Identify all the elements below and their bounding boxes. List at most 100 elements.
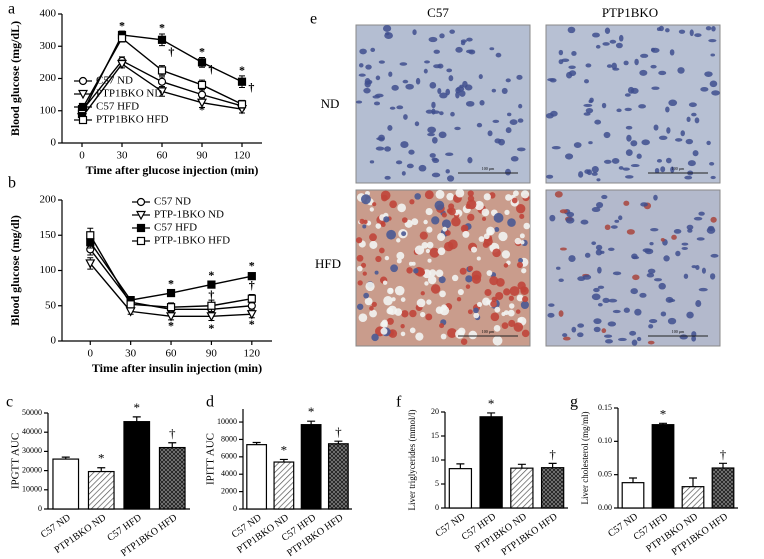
nucleus [678, 29, 686, 34]
lipid-droplet [362, 224, 367, 229]
nucleus [454, 126, 461, 131]
lipid-droplet [414, 193, 421, 200]
x-tick-label: 90 [197, 150, 209, 162]
lipid-droplet [476, 256, 481, 261]
lipid-droplet [445, 230, 451, 236]
nucleus [431, 101, 436, 109]
nucleus [648, 324, 654, 329]
lipid-droplet [363, 292, 370, 299]
nucleus [583, 103, 593, 107]
lipid-droplet [503, 310, 509, 316]
bar [87, 470, 115, 510]
bar [711, 467, 735, 509]
nucleus [629, 330, 637, 336]
lipid-droplet [355, 237, 363, 244]
nucleus [611, 157, 620, 164]
chart-panel: 0.00 0.05 0.10 0.15 Liver cholesterol (mg/ml… [570, 394, 738, 558]
nucleus [505, 78, 511, 83]
y-tick-label: 0.15 [598, 403, 612, 412]
lipid-droplet [390, 264, 398, 273]
nucleus [479, 100, 485, 106]
nucleus [433, 49, 440, 54]
lipid-droplet [520, 300, 529, 310]
nucleus [617, 337, 627, 342]
nucleus [401, 171, 406, 176]
lipid-droplet [446, 192, 454, 201]
nucleus [551, 145, 561, 150]
lipid-droplet [509, 286, 520, 296]
lipid-droplet [380, 327, 388, 335]
nucleus [685, 138, 694, 145]
lipid-droplet [505, 194, 512, 201]
nucleus [437, 88, 442, 95]
marker [246, 310, 257, 320]
lipid-droplet [427, 258, 432, 263]
lipid-droplet [516, 294, 524, 302]
error-bar [132, 416, 141, 422]
nucleus [375, 146, 385, 151]
nucleus [650, 64, 657, 69]
nucleus [584, 252, 591, 258]
significance-mark: * [660, 406, 667, 421]
nucleus [692, 150, 699, 157]
lipid-droplet [371, 301, 377, 308]
marker [207, 301, 216, 310]
lipid-droplet [382, 280, 388, 285]
nucleus [634, 308, 642, 316]
nucleus [660, 166, 666, 173]
nucleus [378, 134, 385, 142]
nucleus [433, 64, 442, 69]
nucleus [396, 105, 404, 110]
lipid-droplet [416, 298, 426, 308]
nucleus [382, 24, 392, 32]
error-bar [629, 477, 637, 483]
x-tick-label: 120 [234, 150, 251, 162]
y-tick-label: 10000 [217, 417, 237, 426]
lipid-droplet [516, 204, 526, 214]
nucleus [683, 273, 689, 279]
scale-bar-label: 100 µm [482, 166, 495, 171]
nucleus [634, 58, 639, 66]
lipid-droplet [409, 199, 415, 205]
nucleus [584, 169, 591, 174]
bar [158, 446, 186, 510]
significance-mark: * [199, 44, 205, 58]
nucleus [375, 75, 381, 81]
lipid-droplet [466, 199, 477, 210]
legend-label: C57 HFD [96, 101, 139, 113]
lipid-droplet [389, 200, 397, 209]
error-bar [689, 477, 697, 487]
nucleus [623, 307, 630, 313]
nucleus [640, 53, 649, 58]
significance-mark: * [168, 276, 174, 290]
bar [651, 424, 675, 509]
lipid-droplet [380, 190, 391, 201]
nucleus [505, 127, 512, 134]
nucleus [547, 78, 555, 82]
error-bar [97, 467, 106, 472]
nucleus [455, 46, 463, 53]
lipid-droplet [441, 304, 448, 311]
lipid-droplet [517, 317, 523, 323]
lipid-droplet [401, 231, 407, 237]
y-tick-label: 2000 [221, 486, 237, 495]
y-tick-label: 0 [233, 504, 237, 513]
nucleus [369, 160, 375, 164]
y-tick-label: 200 [40, 72, 57, 84]
nucleus [631, 253, 638, 260]
nucleus [487, 130, 493, 137]
nucleus [639, 292, 647, 298]
lipid-droplet [369, 240, 378, 249]
lipid-droplet [516, 261, 524, 269]
nucleus [611, 62, 617, 70]
nucleus [585, 108, 594, 114]
bar [448, 468, 473, 509]
y-tick-label: 30000 [22, 446, 42, 455]
lipid-droplet [457, 288, 464, 296]
nucleus [596, 201, 604, 209]
lipid-droplet [446, 208, 453, 214]
nucleus [603, 131, 611, 139]
legend-marker [136, 210, 146, 221]
